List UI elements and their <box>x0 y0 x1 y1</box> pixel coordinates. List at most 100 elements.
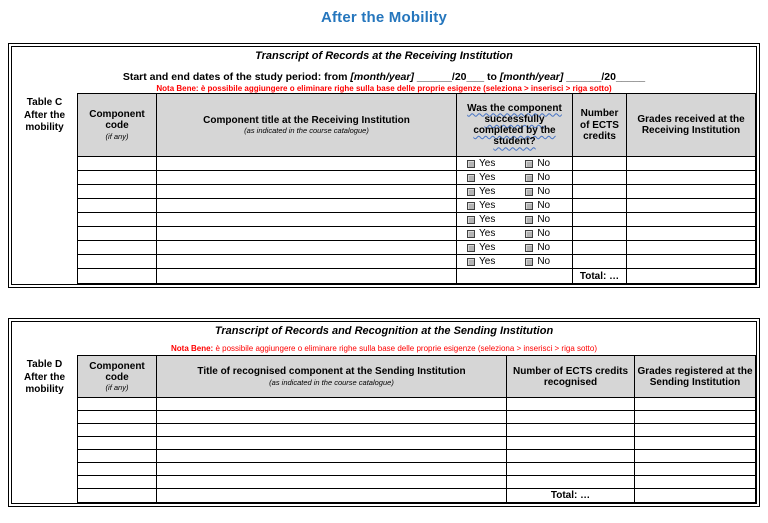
ects-cell[interactable] <box>506 410 635 425</box>
component-title-cell[interactable] <box>156 410 507 425</box>
no-checkbox[interactable] <box>525 187 534 196</box>
ects-cell[interactable] <box>506 475 635 490</box>
no-option[interactable]: No <box>525 214 550 225</box>
yes-checkbox[interactable] <box>467 229 475 238</box>
ects-cell[interactable] <box>572 226 627 242</box>
ects-total-cell[interactable]: Total: … <box>572 268 627 285</box>
grades-cell[interactable] <box>634 475 756 490</box>
component-title-cell[interactable] <box>156 226 457 242</box>
ects-cell[interactable] <box>506 449 635 464</box>
component-title-cell[interactable] <box>156 397 507 412</box>
grades-cell[interactable] <box>626 226 756 242</box>
grades-cell[interactable] <box>634 449 756 464</box>
grades-cell[interactable] <box>626 240 756 256</box>
no-option[interactable]: No <box>525 242 550 253</box>
no-checkbox[interactable] <box>525 159 534 168</box>
yes-option[interactable]: Yes <box>467 172 495 183</box>
component-title-cell[interactable] <box>156 449 507 464</box>
ects-cell[interactable] <box>572 170 627 186</box>
component-code-cell[interactable] <box>77 226 157 242</box>
component-title-cell[interactable] <box>156 240 457 256</box>
yes-option[interactable]: Yes <box>467 256 495 267</box>
component-title-cell[interactable] <box>156 462 507 477</box>
no-checkbox[interactable] <box>525 201 534 210</box>
component-title-cell[interactable] <box>156 254 457 270</box>
ects-cell[interactable] <box>506 436 635 451</box>
ects-cell[interactable] <box>572 240 627 256</box>
completed-cell[interactable] <box>456 268 573 285</box>
component-title-cell[interactable] <box>156 156 457 172</box>
grades-cell[interactable] <box>626 198 756 214</box>
component-code-cell[interactable] <box>77 240 157 256</box>
no-checkbox[interactable] <box>525 243 534 252</box>
component-title-cell[interactable] <box>156 198 457 214</box>
yes-option[interactable]: Yes <box>467 200 495 211</box>
component-code-cell[interactable] <box>77 410 157 425</box>
grades-cell[interactable] <box>634 397 756 412</box>
grades-cell[interactable] <box>626 268 756 285</box>
grades-cell[interactable] <box>634 423 756 438</box>
component-title-cell[interactable] <box>156 423 507 438</box>
component-title-cell[interactable] <box>156 475 507 490</box>
yes-checkbox[interactable] <box>467 243 475 252</box>
yes-checkbox[interactable] <box>467 201 475 210</box>
component-code-cell[interactable] <box>77 475 157 490</box>
component-code-cell[interactable] <box>77 423 157 438</box>
yes-option[interactable]: Yes <box>467 186 495 197</box>
no-checkbox[interactable] <box>525 257 534 266</box>
grades-cell[interactable] <box>626 254 756 270</box>
component-code-cell[interactable] <box>77 156 157 172</box>
ects-cell[interactable] <box>506 423 635 438</box>
component-code-cell[interactable] <box>77 184 157 200</box>
ects-total-cell[interactable]: Total: … <box>506 488 635 504</box>
grades-cell[interactable] <box>634 410 756 425</box>
no-option[interactable]: No <box>525 200 550 211</box>
ects-cell[interactable] <box>572 254 627 270</box>
ects-cell[interactable] <box>572 212 627 228</box>
no-checkbox[interactable] <box>525 173 534 182</box>
ects-cell[interactable] <box>506 397 635 412</box>
component-code-cell[interactable] <box>77 397 157 412</box>
component-title-cell[interactable] <box>156 436 507 451</box>
component-title-cell[interactable] <box>156 212 457 228</box>
no-option[interactable]: No <box>525 228 550 239</box>
component-title-cell[interactable] <box>156 184 457 200</box>
component-code-cell[interactable] <box>77 436 157 451</box>
no-checkbox[interactable] <box>525 215 534 224</box>
yes-option[interactable]: Yes <box>467 158 495 169</box>
component-title-cell[interactable] <box>156 170 457 186</box>
no-option[interactable]: No <box>525 256 550 267</box>
component-code-cell[interactable] <box>77 488 157 504</box>
component-code-cell[interactable] <box>77 449 157 464</box>
no-checkbox[interactable] <box>525 229 534 238</box>
ects-cell[interactable] <box>572 156 627 172</box>
yes-checkbox[interactable] <box>467 173 475 182</box>
component-code-cell[interactable] <box>77 462 157 477</box>
grades-cell[interactable] <box>634 488 756 504</box>
component-code-cell[interactable] <box>77 198 157 214</box>
yes-checkbox[interactable] <box>467 187 475 196</box>
yes-option[interactable]: Yes <box>467 214 495 225</box>
yes-checkbox[interactable] <box>467 257 475 266</box>
grades-cell[interactable] <box>626 170 756 186</box>
grades-cell[interactable] <box>626 212 756 228</box>
ects-cell[interactable] <box>506 462 635 477</box>
component-code-cell[interactable] <box>77 268 157 285</box>
component-title-cell[interactable] <box>156 488 507 504</box>
component-title-cell[interactable] <box>156 268 457 285</box>
yes-checkbox[interactable] <box>467 159 475 168</box>
ects-cell[interactable] <box>572 198 627 214</box>
ects-cell[interactable] <box>572 184 627 200</box>
grades-cell[interactable] <box>634 436 756 451</box>
component-code-cell[interactable] <box>77 254 157 270</box>
yes-option[interactable]: Yes <box>467 242 495 253</box>
grades-cell[interactable] <box>626 184 756 200</box>
yes-checkbox[interactable] <box>467 215 475 224</box>
yes-option[interactable]: Yes <box>467 228 495 239</box>
grades-cell[interactable] <box>626 156 756 172</box>
component-code-cell[interactable] <box>77 170 157 186</box>
no-option[interactable]: No <box>525 186 550 197</box>
grades-cell[interactable] <box>634 462 756 477</box>
no-option[interactable]: No <box>525 158 550 169</box>
component-code-cell[interactable] <box>77 212 157 228</box>
